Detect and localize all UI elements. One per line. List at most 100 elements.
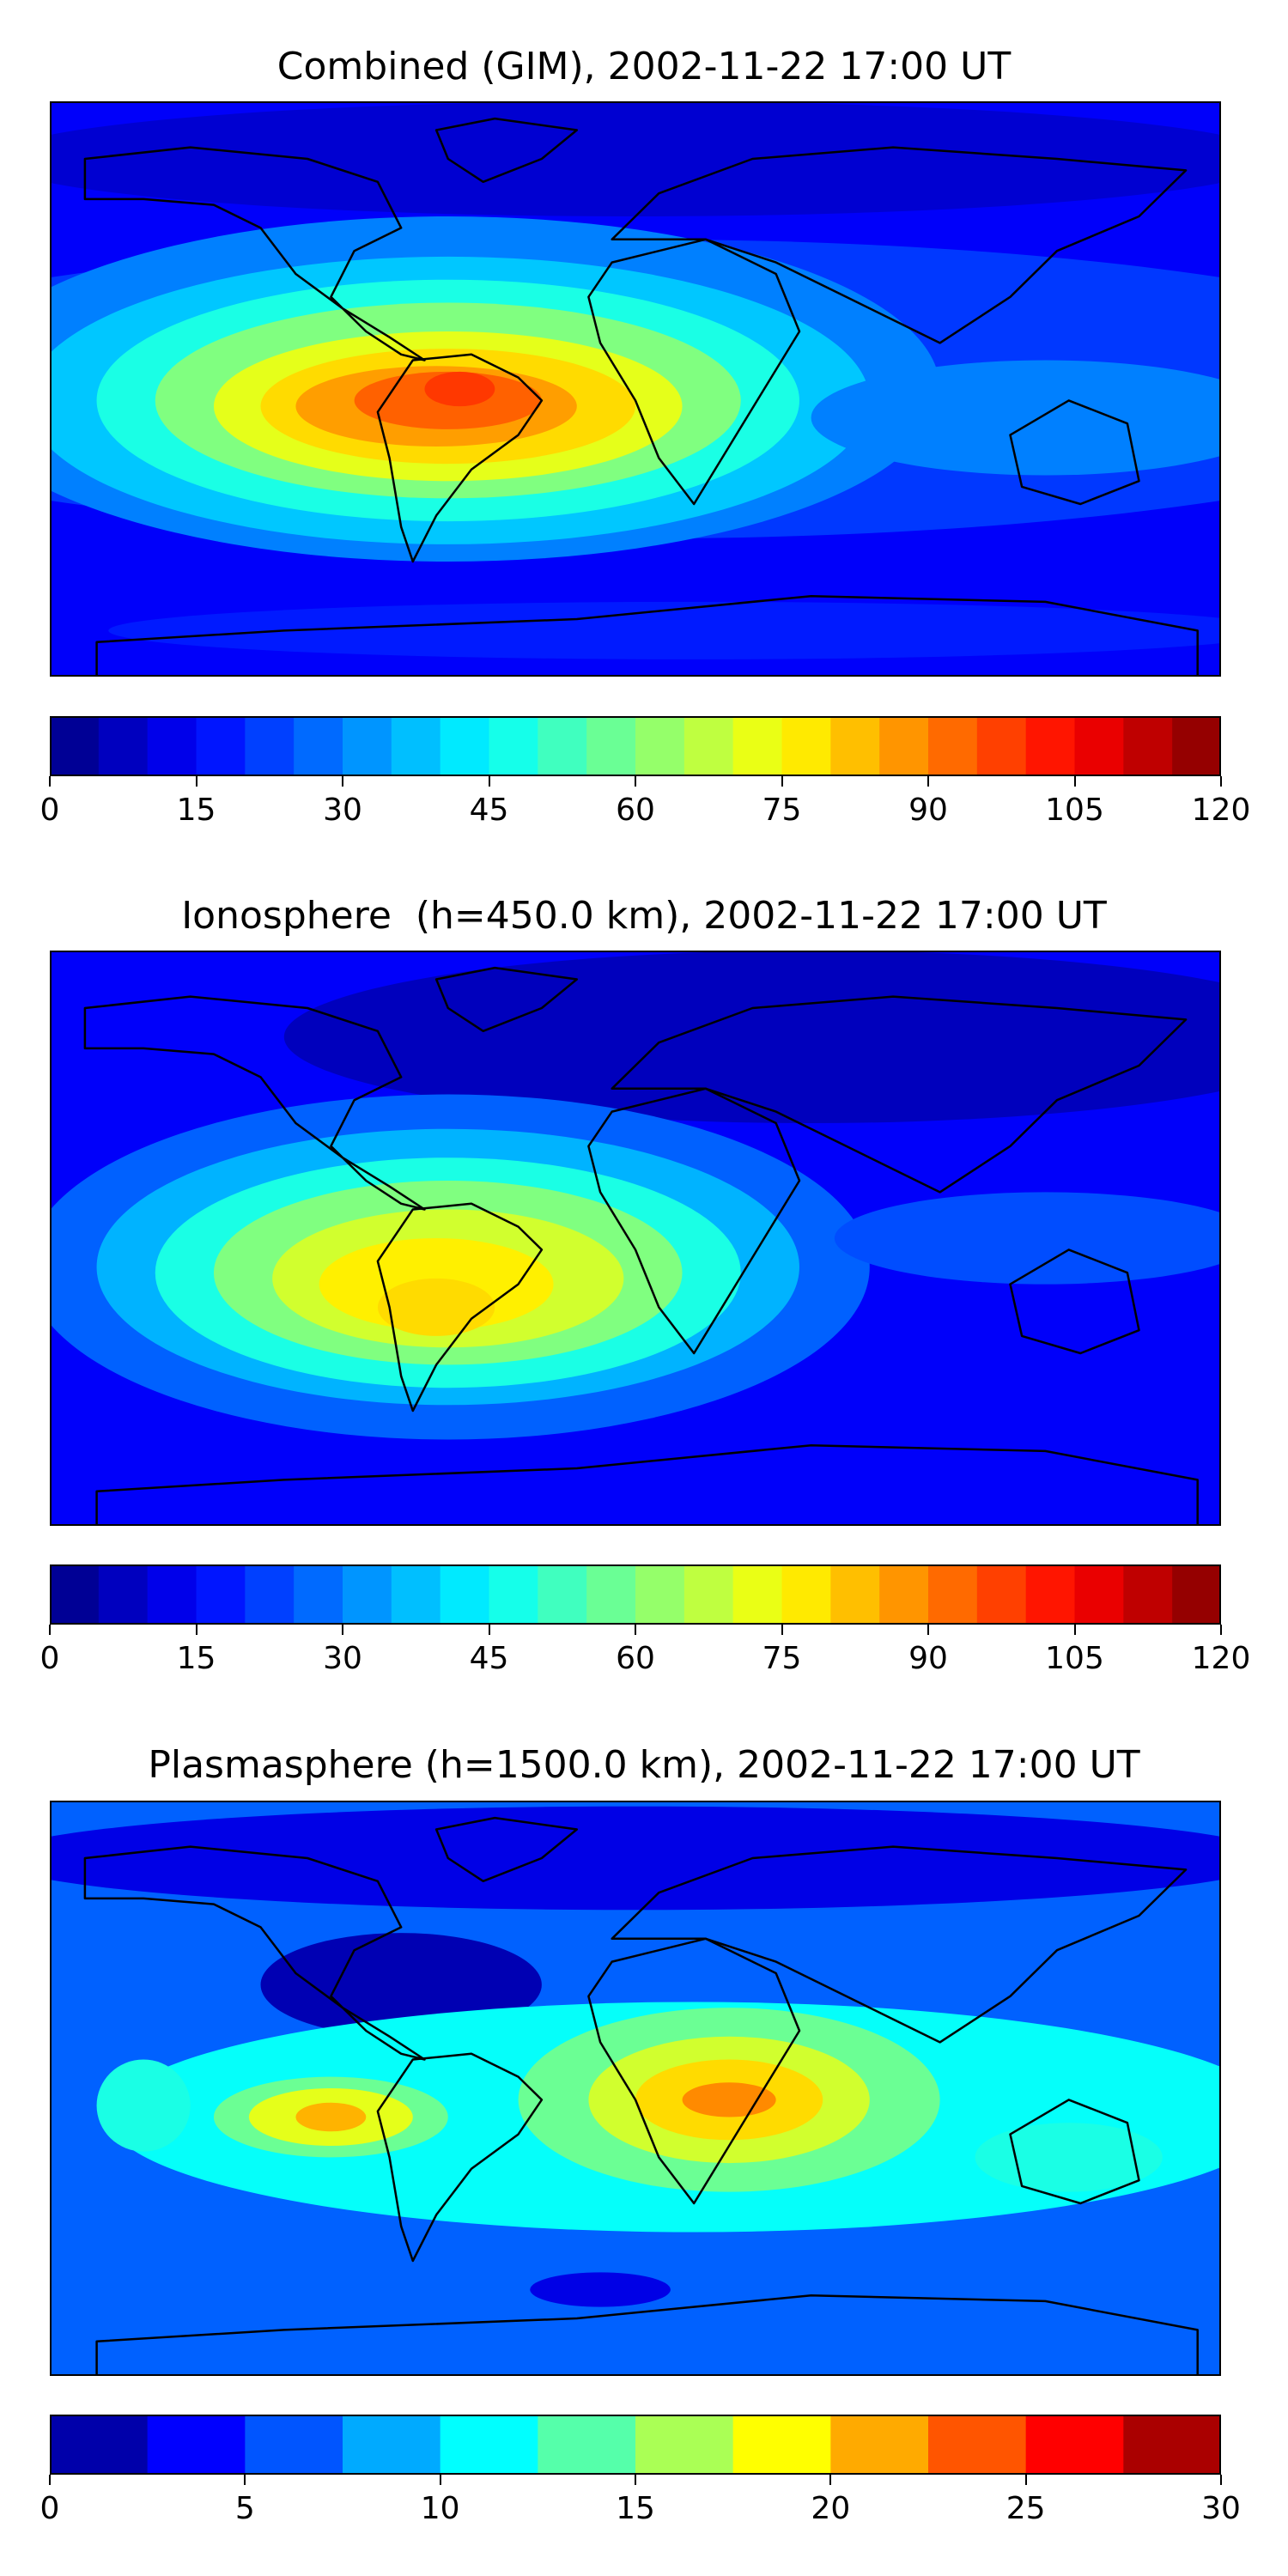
colorbar-tick-mark (1073, 776, 1076, 787)
panel-2-frame (50, 951, 1221, 1526)
colorbar-swatch (343, 2415, 441, 2475)
panel-1-map (50, 101, 1221, 677)
colorbar-tick-label: 0 (39, 1641, 60, 1676)
colorbar-swatch (683, 1564, 734, 1625)
colorbar-tick-label: 30 (1201, 2491, 1241, 2526)
colorbar-swatch (1025, 1564, 1075, 1625)
colorbar-swatch (147, 1564, 197, 1625)
colorbar-swatch (147, 716, 197, 776)
colorbar-swatch (732, 1564, 782, 1625)
colorbar-swatch (391, 1564, 441, 1625)
panel-1-colorbar-ticks: 0 15 30 45 60 75 90 105 120 (0, 776, 1288, 835)
colorbar-tick-label: 30 (323, 793, 362, 828)
colorbar-tick-label: 60 (616, 1641, 655, 1676)
colorbar-swatch (879, 716, 929, 776)
colorbar-swatch (830, 2415, 929, 2475)
colorbar-swatch (196, 1564, 246, 1625)
colorbar-tick-label: 90 (908, 1641, 948, 1676)
colorbar-tick-label: 20 (811, 2491, 851, 2526)
panel-2-coastlines (83, 966, 1199, 1526)
colorbar-tick-label: 0 (39, 793, 60, 828)
colorbar-tick-mark (342, 1625, 343, 1635)
panel-3-frame (50, 1801, 1221, 2376)
colorbar-swatch (1123, 1564, 1173, 1625)
panel-3-map (50, 1801, 1221, 2376)
colorbar-tick-mark (1073, 1625, 1076, 1635)
colorbar-tick-mark (488, 1625, 490, 1635)
panel-2-title: Ionosphere (h=450.0 km), 2002-11-22 17:0… (181, 894, 1107, 938)
colorbar-swatch (1074, 716, 1124, 776)
panel-1-field (50, 101, 1221, 677)
colorbar-tick-mark (927, 776, 929, 787)
colorbar-swatch (489, 716, 538, 776)
panel-2-colorbar (50, 1564, 1221, 1625)
colorbar-swatch (245, 716, 295, 776)
colorbar-tick-mark (927, 1625, 929, 1635)
colorbar-tick-label: 105 (1045, 793, 1104, 828)
colorbar-tick-label: 75 (762, 793, 802, 828)
colorbar-swatch (732, 2415, 831, 2475)
colorbar-tick-label: 15 (176, 1641, 216, 1676)
colorbar-tick-label: 45 (469, 793, 509, 828)
colorbar-tick-label: 60 (616, 793, 655, 828)
colorbar-swatch (245, 1564, 295, 1625)
colorbar-tick-mark (635, 776, 636, 787)
colorbar-tick-mark (1024, 2475, 1027, 2485)
colorbar-tick-mark (635, 2475, 636, 2485)
colorbar-swatch (147, 2415, 246, 2475)
colorbar-swatch (781, 1564, 831, 1625)
colorbar-swatch (489, 1564, 538, 1625)
colorbar-swatch (343, 716, 392, 776)
colorbar-tick-label: 10 (420, 2491, 460, 2526)
panel-1-frame (50, 101, 1221, 677)
panel-2-colorbar-ticks: 0 15 30 45 60 75 90 105 120 (0, 1625, 1288, 1683)
panel-3-field (50, 1801, 1221, 2376)
colorbar-swatch (1025, 2415, 1124, 2475)
colorbar-swatch (732, 716, 782, 776)
colorbar-swatch (391, 716, 441, 776)
colorbar-swatch (538, 2415, 636, 2475)
colorbar-swatch (245, 2415, 343, 2475)
colorbar-swatch (976, 1564, 1027, 1625)
colorbar-tick-label: 5 (234, 2491, 255, 2526)
colorbar-swatch (294, 1564, 343, 1625)
colorbar-swatch (1074, 1564, 1124, 1625)
colorbar-swatch (50, 1564, 100, 1625)
colorbar-swatch (635, 716, 685, 776)
panel-3-colorbar (50, 2415, 1221, 2475)
colorbar-tick-mark (1220, 2475, 1222, 2485)
panel-1-coastlines (83, 117, 1199, 677)
colorbar-swatch (586, 1564, 636, 1625)
colorbar-swatch (1025, 716, 1075, 776)
colorbar-tick-mark (781, 1625, 783, 1635)
colorbar-swatch (879, 1564, 929, 1625)
colorbar-tick-mark (1220, 1625, 1222, 1635)
colorbar-tick-mark (1220, 776, 1222, 787)
colorbar-swatch (1123, 716, 1173, 776)
panel-1-title: Combined (GIM), 2002-11-22 17:00 UT (276, 45, 1012, 88)
colorbar-swatch (1172, 716, 1221, 776)
panel-2-field (50, 951, 1221, 1526)
colorbar-tick-mark (49, 2475, 51, 2485)
colorbar-swatch (781, 716, 831, 776)
colorbar-tick-mark (244, 2475, 246, 2485)
colorbar-swatch (196, 716, 246, 776)
colorbar-tick-label: 90 (908, 793, 948, 828)
colorbar-tick-label: 0 (39, 2491, 60, 2526)
colorbar-swatch (50, 2415, 149, 2475)
colorbar-tick-mark (439, 2475, 441, 2485)
panel-2-map (50, 951, 1221, 1526)
colorbar-swatch (50, 716, 100, 776)
colorbar-swatch (538, 716, 587, 776)
colorbar-swatch (635, 2415, 734, 2475)
colorbar-swatch (538, 1564, 587, 1625)
panel-3-colorbar-ticks: 0 5 10 15 20 25 30 (0, 2475, 1288, 2533)
colorbar-swatch (294, 716, 343, 776)
colorbar-tick-label: 45 (469, 1641, 509, 1676)
colorbar-swatch (976, 716, 1027, 776)
panel-3-coastlines (83, 1816, 1199, 2376)
colorbar-tick-label: 15 (176, 793, 216, 828)
colorbar-swatch (830, 1564, 880, 1625)
colorbar-swatch (1172, 1564, 1221, 1625)
colorbar-swatch (683, 716, 734, 776)
